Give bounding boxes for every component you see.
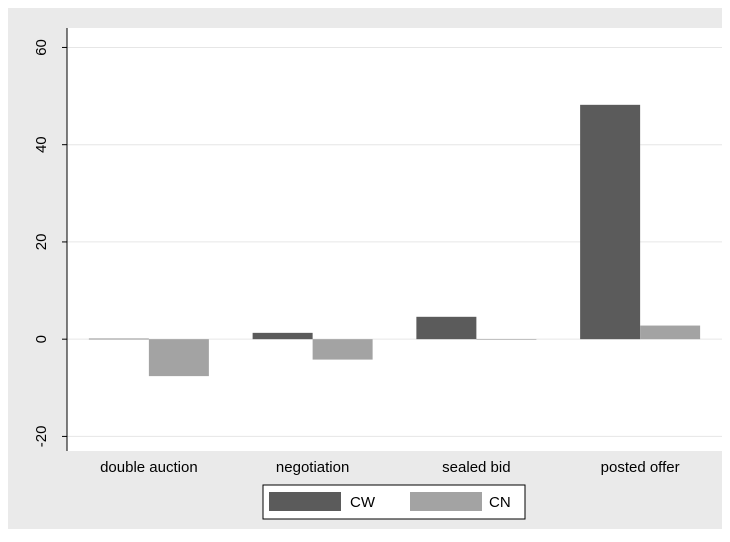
legend-swatch (269, 492, 341, 511)
bar-cn (640, 325, 701, 340)
x-tick-label: sealed bid (442, 459, 510, 476)
x-tick-label: posted offer (601, 459, 680, 476)
x-tick-label: double auction (100, 459, 198, 476)
bar-cn (476, 339, 537, 340)
y-axis: -20 0 20 40 60 (33, 28, 68, 451)
bar-cw (88, 338, 149, 340)
y-tick-label: 40 (33, 136, 50, 153)
legend-label: CN (489, 494, 511, 511)
x-tick-label: negotiation (276, 459, 349, 476)
bar-cw (416, 316, 477, 340)
x-axis-labels: double auction negotiation sealed bid poste… (100, 459, 680, 476)
y-tick-label: 20 (33, 234, 50, 251)
bar-cw (580, 104, 641, 340)
legend-swatch (410, 492, 482, 511)
bar-cn (312, 339, 373, 360)
bar-cn (148, 339, 209, 377)
y-tick-label: -20 (33, 426, 50, 448)
y-tick-label: 60 (33, 39, 50, 56)
bar-cw (252, 332, 313, 340)
y-tick-label: 0 (33, 335, 50, 343)
legend: CW CN (262, 484, 526, 520)
legend-label: CW (350, 494, 376, 511)
bars (88, 104, 701, 377)
